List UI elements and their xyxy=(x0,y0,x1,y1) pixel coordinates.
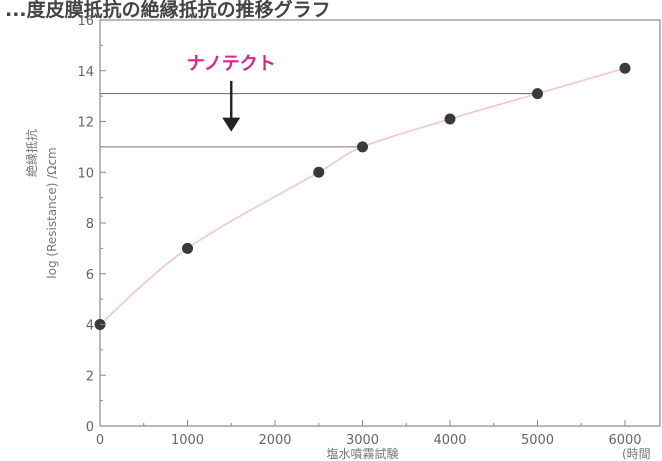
plot-frame xyxy=(99,19,661,427)
y-tick-label: 12 xyxy=(77,116,94,131)
data-point xyxy=(532,88,543,100)
reference-lines xyxy=(100,93,538,148)
data-point xyxy=(313,166,325,178)
trend-line xyxy=(99,67,626,326)
y-axis-ticks: 0 2 4 6 8 10 12 14 16 xyxy=(77,14,106,435)
y-tick-label: 4 xyxy=(86,319,94,334)
y-tick-label: 6 xyxy=(86,268,94,283)
data-point xyxy=(182,242,193,254)
x-tick-label: 5000 xyxy=(521,433,554,448)
y-tick-label: 8 xyxy=(86,217,94,232)
y-tick-label: 16 xyxy=(77,14,94,29)
y-tick-label: 0 xyxy=(86,420,94,435)
y-axis-label-line1: 絶縁抵抗 xyxy=(24,129,39,177)
x-tick-label: 0 xyxy=(96,433,104,448)
data-points xyxy=(94,62,631,330)
data-point xyxy=(357,141,368,153)
x-tick-label: 2000 xyxy=(258,433,291,448)
x-tick-label: 4000 xyxy=(433,433,466,448)
annotation-arrow xyxy=(222,80,241,132)
y-axis-label-line2: log (Resistance) /Ωcm xyxy=(45,147,59,278)
data-point xyxy=(619,62,631,74)
x-tick-label: 6000 xyxy=(608,433,641,448)
annotation-label: ナノテクト xyxy=(187,53,276,74)
chart-header: ...度皮膜抵抗の絶縁抵抗の推移グラフ xyxy=(5,0,331,21)
y-tick-label: 2 xyxy=(86,369,94,384)
y-tick-label: 14 xyxy=(77,65,94,80)
y-tick-label: 10 xyxy=(77,166,94,181)
data-point xyxy=(444,113,456,125)
arrow-head xyxy=(222,117,241,132)
x-axis-ticks: 0 1000 2000 3000 4000 5000 6000 xyxy=(96,420,642,448)
y-axis-label: 絶縁抵抗 log (Resistance) /Ωcm xyxy=(24,129,59,279)
x-axis-unit: (時間 xyxy=(622,447,651,461)
x-axis-label: 塩水噴霧試験 xyxy=(326,446,398,461)
x-tick-label: 1000 xyxy=(171,433,204,448)
x-tick-label: 3000 xyxy=(346,433,379,448)
